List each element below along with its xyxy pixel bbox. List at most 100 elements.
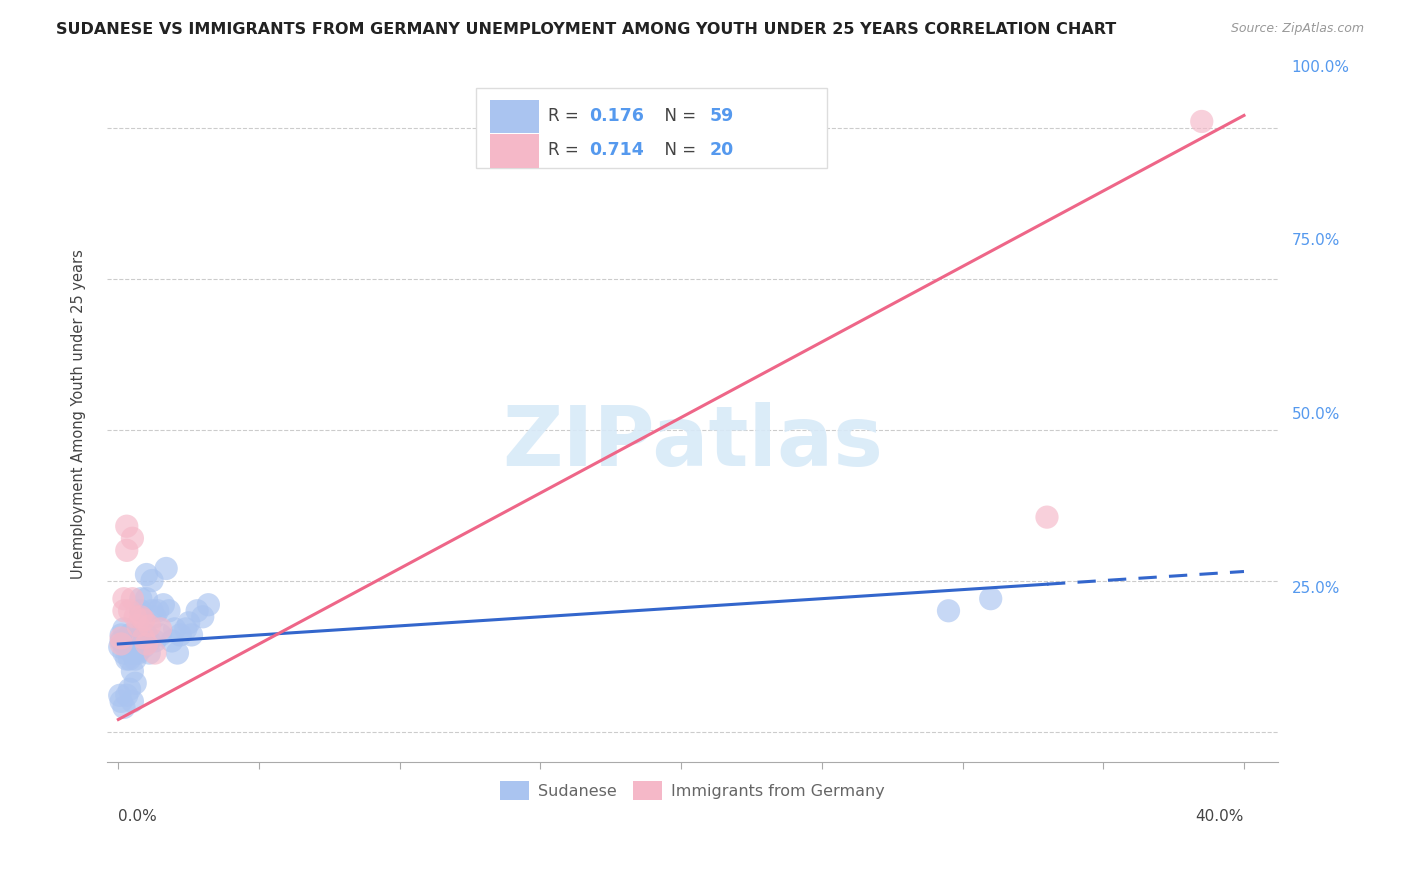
Point	[155, 561, 177, 575]
Text: 0.0%: 0.0%	[118, 809, 157, 824]
Text: R =: R =	[548, 107, 585, 125]
Point	[110, 634, 132, 648]
Point	[112, 604, 135, 618]
Point	[149, 622, 172, 636]
Point	[127, 646, 149, 660]
Point	[110, 628, 132, 642]
Point	[118, 628, 141, 642]
Text: R =: R =	[548, 141, 585, 160]
Point	[110, 637, 132, 651]
Point	[132, 640, 155, 654]
Text: N =: N =	[654, 107, 702, 125]
Point	[115, 543, 138, 558]
Text: 0.714: 0.714	[589, 141, 644, 160]
Point	[157, 604, 180, 618]
Point	[132, 634, 155, 648]
Point	[124, 652, 146, 666]
Point	[115, 634, 138, 648]
Point	[124, 609, 146, 624]
Point	[110, 631, 132, 645]
Text: 40.0%: 40.0%	[1195, 809, 1244, 824]
Point	[938, 604, 960, 618]
Point	[110, 694, 132, 708]
Point	[160, 634, 183, 648]
Point	[112, 646, 135, 660]
Point	[127, 619, 149, 633]
Text: SUDANESE VS IMMIGRANTS FROM GERMANY UNEMPLOYMENT AMONG YOUTH UNDER 25 YEARS CORR: SUDANESE VS IMMIGRANTS FROM GERMANY UNEM…	[56, 22, 1116, 37]
Point	[127, 640, 149, 654]
Point	[121, 664, 143, 678]
Point	[121, 591, 143, 606]
Point	[138, 634, 160, 648]
Text: 75.0%: 75.0%	[1292, 234, 1340, 248]
Bar	[489, 135, 538, 168]
Point	[166, 646, 188, 660]
Text: ZIPatlas: ZIPatlas	[502, 401, 883, 483]
Point	[143, 646, 166, 660]
Point	[124, 640, 146, 654]
Point	[180, 628, 202, 642]
Point	[112, 591, 135, 606]
Point	[138, 646, 160, 660]
Point	[135, 637, 157, 651]
Point	[129, 591, 152, 606]
Point	[135, 567, 157, 582]
Point	[135, 628, 157, 642]
Text: 100.0%: 100.0%	[1292, 60, 1350, 75]
Point	[141, 574, 163, 588]
Point	[152, 598, 174, 612]
Point	[163, 622, 186, 636]
Point	[118, 682, 141, 697]
FancyBboxPatch shape	[475, 88, 827, 168]
Point	[177, 615, 200, 630]
Point	[143, 634, 166, 648]
Point	[115, 640, 138, 654]
Point	[129, 609, 152, 624]
Text: 25.0%: 25.0%	[1292, 581, 1340, 596]
Point	[146, 604, 169, 618]
Point	[108, 689, 131, 703]
Point	[127, 634, 149, 648]
Point	[135, 591, 157, 606]
Point	[115, 652, 138, 666]
Point	[129, 628, 152, 642]
Point	[1191, 114, 1213, 128]
Point	[174, 622, 197, 636]
Point	[124, 676, 146, 690]
Point	[121, 694, 143, 708]
Point	[124, 646, 146, 660]
Point	[108, 640, 131, 654]
Point	[141, 604, 163, 618]
Point	[980, 591, 1002, 606]
Text: 59: 59	[710, 107, 734, 125]
Text: Source: ZipAtlas.com: Source: ZipAtlas.com	[1230, 22, 1364, 36]
Point	[186, 604, 208, 618]
Point	[124, 634, 146, 648]
Point	[121, 531, 143, 545]
Point	[118, 640, 141, 654]
Point	[138, 619, 160, 633]
Point	[118, 652, 141, 666]
Point	[132, 631, 155, 645]
Point	[112, 622, 135, 636]
Point	[115, 519, 138, 533]
Bar	[489, 100, 538, 133]
Point	[143, 609, 166, 624]
Text: 20: 20	[710, 141, 734, 160]
Y-axis label: Unemployment Among Youth under 25 years: Unemployment Among Youth under 25 years	[72, 250, 86, 580]
Point	[112, 700, 135, 714]
Point	[115, 689, 138, 703]
Point	[169, 628, 191, 642]
Point	[118, 604, 141, 618]
Point	[121, 646, 143, 660]
Text: 50.0%: 50.0%	[1292, 407, 1340, 422]
Point	[149, 628, 172, 642]
Point	[121, 634, 143, 648]
Point	[1036, 510, 1059, 524]
Point	[132, 613, 155, 627]
Point	[191, 609, 214, 624]
Point	[197, 598, 219, 612]
Text: N =: N =	[654, 141, 702, 160]
Text: 0.176: 0.176	[589, 107, 644, 125]
Legend: Sudanese, Immigrants from Germany: Sudanese, Immigrants from Germany	[494, 774, 891, 805]
